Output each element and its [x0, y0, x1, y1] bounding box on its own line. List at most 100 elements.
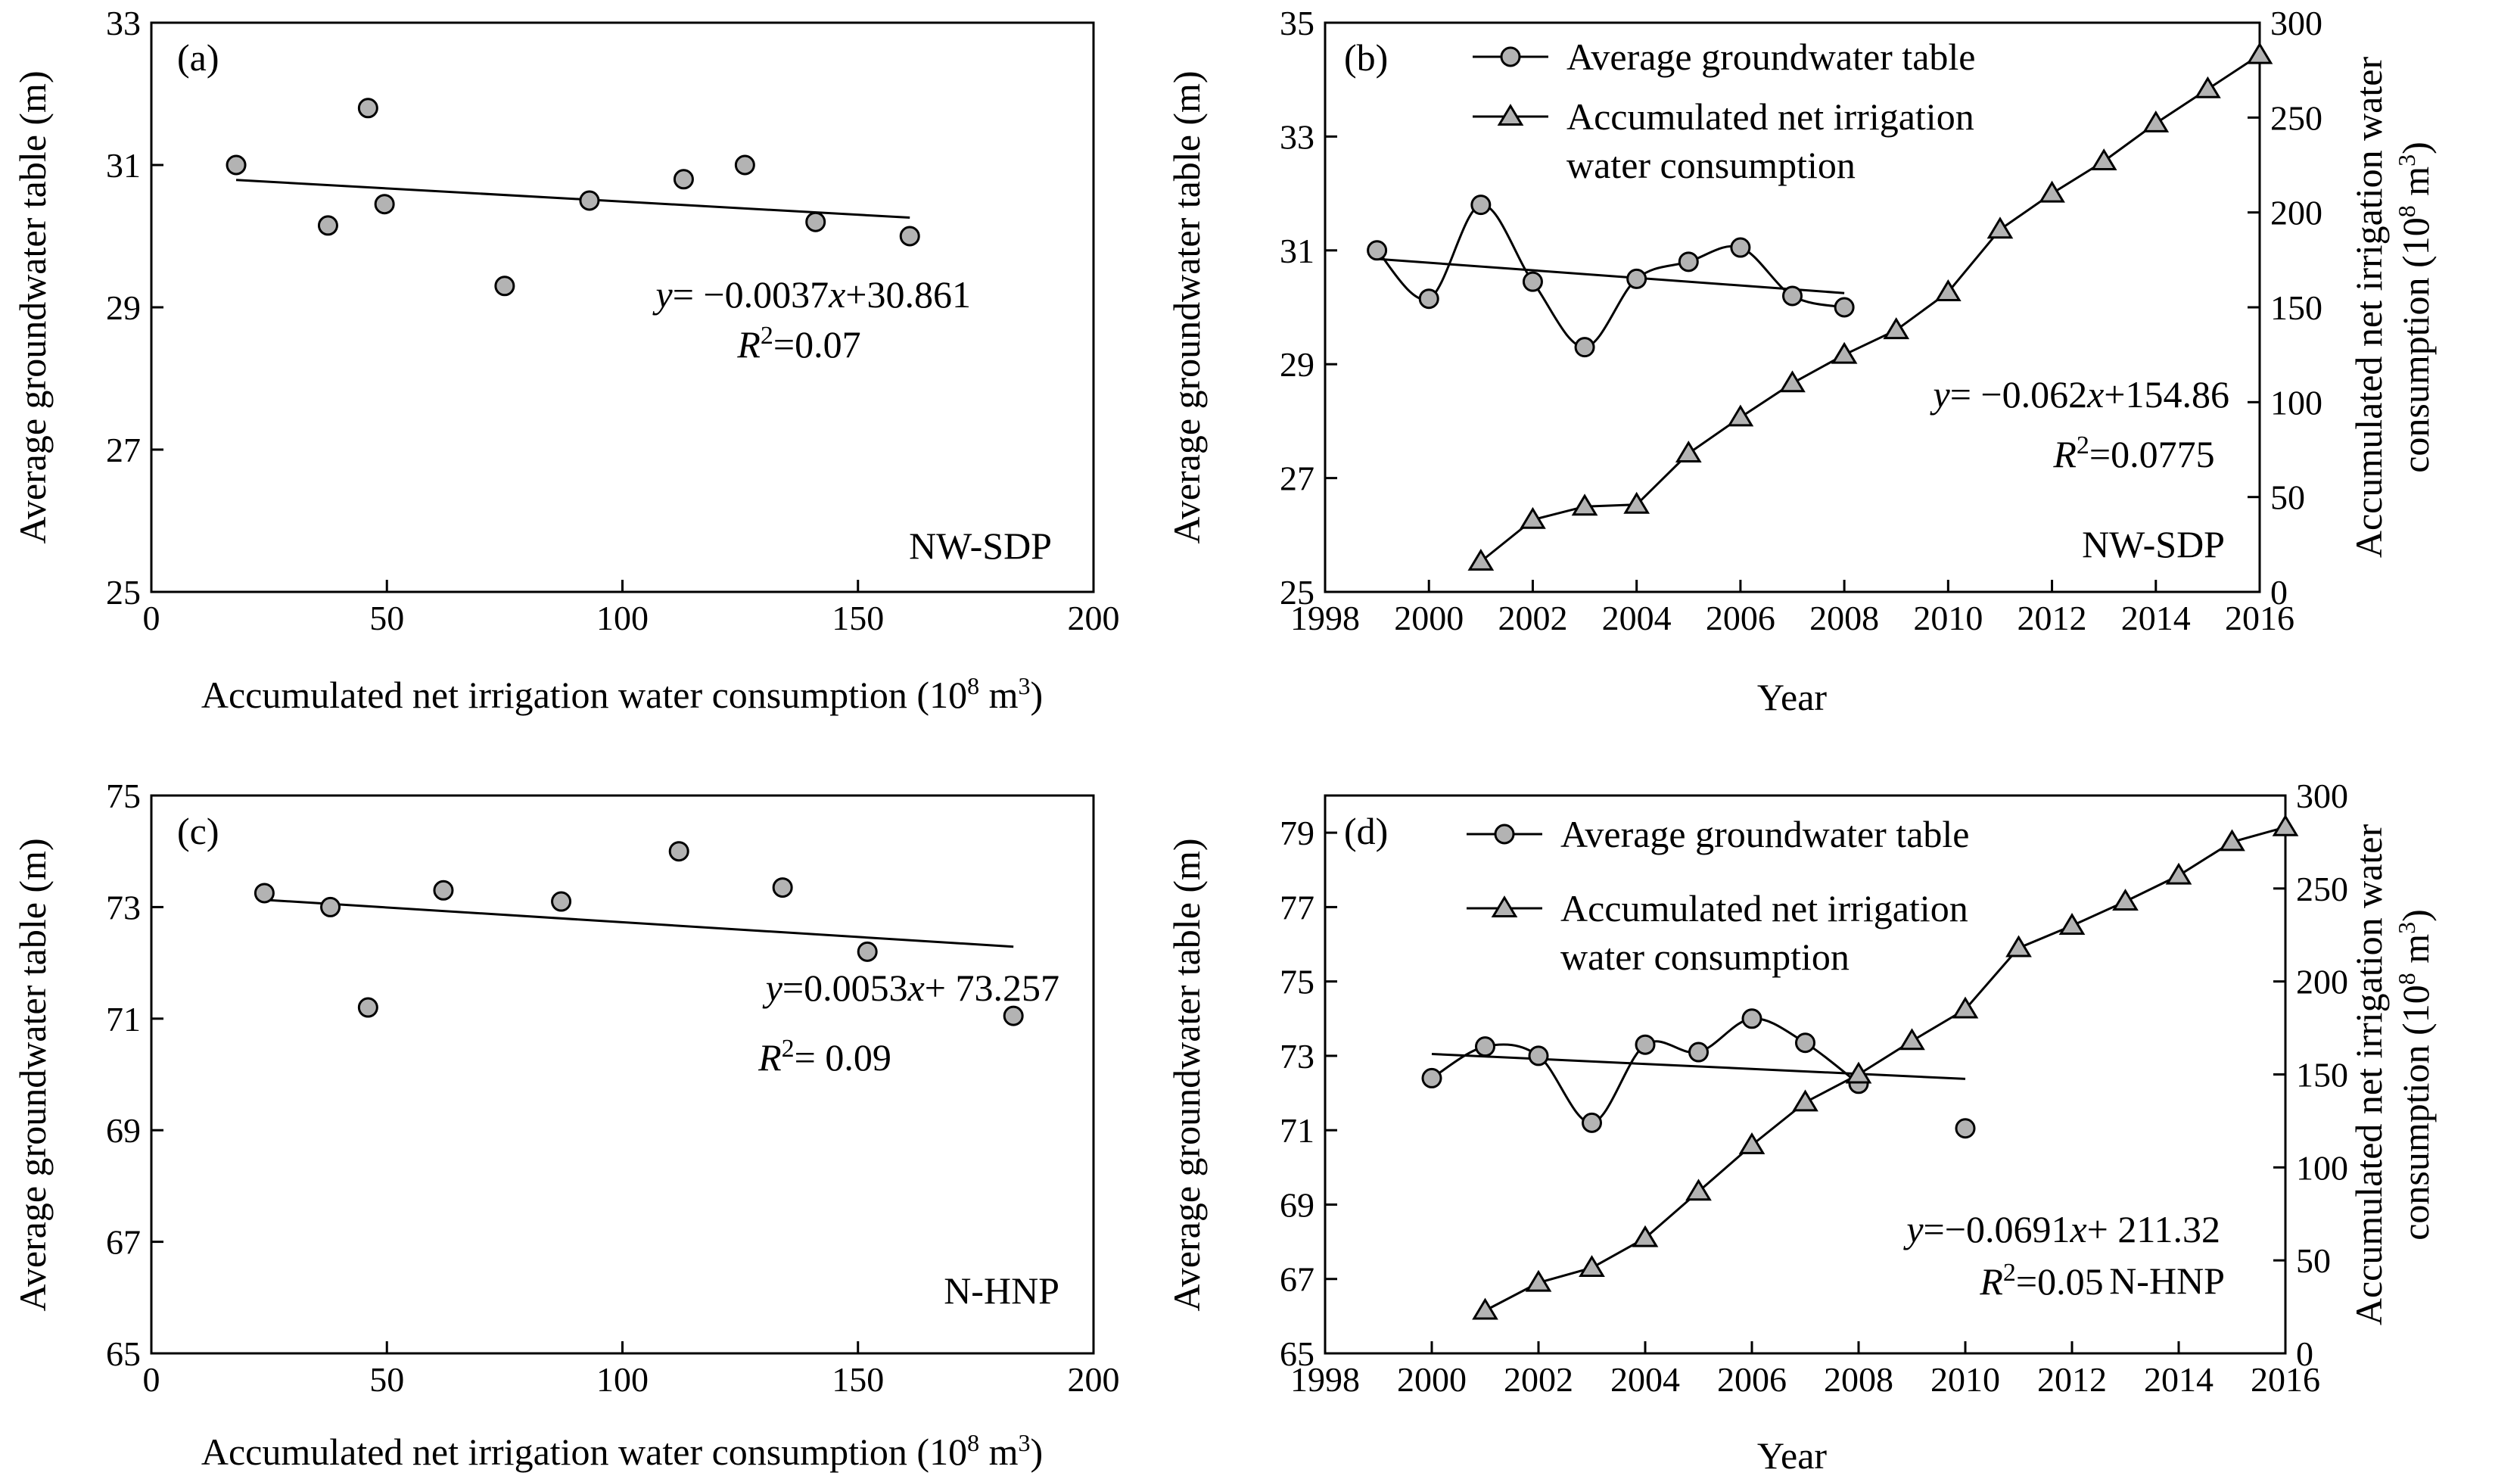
series-point-irrigation	[2005, 935, 2032, 957]
y-tick-label: 65	[1280, 1334, 1314, 1373]
series-point-groundwater	[1626, 268, 1647, 289]
x-tick-label: 2010	[1913, 599, 1983, 637]
y-tick-label: 33	[1280, 117, 1314, 156]
x-tick-label: 0	[143, 599, 160, 637]
y2-tick-label: 250	[2270, 98, 2322, 137]
y-tick-label: 65	[106, 1334, 141, 1373]
series-point-groundwater	[1367, 240, 1388, 261]
legend: Average groundwater table Accumulated net…	[1467, 813, 1969, 978]
trend-line	[235, 179, 910, 220]
y2-tick-label: 200	[2296, 963, 2348, 1001]
y2-tick-label: 0	[2270, 573, 2288, 612]
series-point-groundwater	[1475, 1036, 1495, 1057]
series-point-groundwater	[1730, 237, 1751, 258]
regression-equation: y=−0.0691x+ 211.32	[1902, 1208, 2220, 1250]
series-point-groundwater	[1782, 285, 1803, 307]
r-squared: R2= 0.09	[758, 1035, 891, 1079]
y2-axis-label: Accumulated net irrigation water consumpt…	[2347, 824, 2437, 1326]
y-tick-label: 75	[106, 777, 141, 815]
x-tick-label: 150	[832, 599, 884, 637]
legend-marker-groundwater	[1500, 46, 1521, 67]
y2-tick-label: 50	[2270, 478, 2305, 517]
x-tick-label: 150	[832, 1360, 884, 1399]
y-tick-label: 27	[1280, 459, 1314, 498]
legend-marker-irrigation	[1491, 895, 1518, 917]
x-axis-label: Accumulated net irrigation water consump…	[201, 672, 1043, 716]
series-point-irrigation	[1738, 1132, 1766, 1154]
series-point-irrigation	[1467, 548, 1495, 571]
x-tick-label: 2006	[1717, 1360, 1787, 1399]
series-point-groundwater	[1470, 195, 1492, 216]
y-tick-label: 33	[106, 4, 141, 42]
x-tick-label: 2016	[2251, 1360, 2320, 1399]
y-tick-label: 29	[106, 288, 141, 327]
series-point-irrigation	[2219, 829, 2245, 852]
series-point-irrigation	[1571, 494, 1598, 516]
chart-b: 1998 2000 2002 2004 2006 2008 2010 2012 2014 2016…	[1165, 4, 2437, 718]
region-label: NW-SDP	[909, 525, 1052, 567]
legend-marker-groundwater	[1494, 824, 1515, 845]
scatter-point	[374, 194, 395, 215]
legend-label-groundwater: Average groundwater table	[1560, 813, 1969, 855]
series-point-groundwater	[1741, 1008, 1762, 1029]
chart-a: 0 50 100 150 200 25 27 29 31 33 Average groundwate…	[11, 4, 1120, 716]
legend-label-irrigation: Accumulated net irrigation water consumpt…	[1560, 887, 1968, 978]
y2-axis-label: Accumulated net irrigation water consumpt…	[2347, 57, 2437, 559]
y-tick-label: 75	[1280, 963, 1314, 1001]
series-point-irrigation	[1472, 1297, 1498, 1320]
region-label: NW-SDP	[2082, 523, 2225, 565]
scatter-point	[317, 215, 338, 236]
y2-tick-label: 0	[2296, 1334, 2313, 1373]
x-tick-label: 50	[369, 599, 404, 637]
y-tick-label: 79	[1280, 814, 1314, 852]
y-tick-label: 25	[106, 573, 141, 612]
panel-label: (a)	[177, 36, 219, 79]
series-point-irrigation	[1520, 506, 1546, 529]
x-tick-label: 2006	[1706, 599, 1775, 637]
scatter-point	[673, 169, 694, 190]
panel-label: (c)	[177, 810, 219, 852]
region-label: N-HNP	[944, 1269, 1059, 1312]
y-axis-label: Average groundwater table (m)	[11, 70, 54, 543]
x-tick-label: 2008	[1824, 1360, 1893, 1399]
x-tick-label: 100	[596, 599, 649, 637]
series-point-groundwater	[1421, 1067, 1442, 1088]
series-point-irrigation	[2195, 76, 2221, 98]
y-tick-label: 67	[106, 1223, 141, 1262]
region-label: N-HNP	[2109, 1259, 2225, 1302]
x-tick-label: 2000	[1397, 1360, 1467, 1399]
series-point-irrigation	[1623, 491, 1650, 514]
x-tick-label: 2004	[1610, 1360, 1680, 1399]
y2-tick-label: 100	[2296, 1148, 2348, 1187]
y2-tick-label: 150	[2270, 288, 2322, 327]
regression-equation: y= −0.062x+154.86	[1929, 373, 2229, 416]
scatter-point	[433, 880, 454, 901]
chart-c: 0 50 100 150 200 65 67 69 71 73 75 Average groundwa…	[11, 777, 1120, 1473]
scatter-point	[805, 211, 826, 232]
series-point-irrigation	[1899, 1028, 1925, 1051]
scatter-point	[254, 883, 275, 904]
y-tick-label: 67	[1280, 1260, 1314, 1299]
series-point-groundwater	[1528, 1045, 1549, 1066]
series-point-irrigation	[2142, 110, 2170, 132]
scatter-point	[899, 226, 920, 247]
y-axis-label: Average groundwater table (m)	[11, 838, 54, 1311]
panel-label: (b)	[1344, 36, 1388, 79]
series-point-groundwater	[1678, 251, 1699, 272]
y-tick-label: 25	[1280, 573, 1314, 612]
y-tick-label: 69	[106, 1111, 141, 1150]
series-point-groundwater	[1955, 1118, 1976, 1139]
series-point-irrigation	[2039, 180, 2065, 203]
y2-tick-label: 250	[2296, 870, 2348, 908]
series-point-irrigation	[1986, 216, 2014, 239]
series-point-irrigation	[1675, 441, 1702, 463]
y-tick-label: 69	[1280, 1185, 1314, 1224]
series-point-irrigation	[1779, 370, 1806, 393]
series-point-irrigation	[1792, 1089, 1818, 1112]
series-point-irrigation	[1845, 1061, 1872, 1084]
y-tick-label: 71	[106, 1000, 141, 1038]
series-point-groundwater	[1582, 1112, 1602, 1133]
y-tick-label: 27	[106, 431, 141, 469]
chart-d: 1998 2000 2002 2004 2006 2008 2010 2012 2014 2016…	[1165, 777, 2437, 1477]
